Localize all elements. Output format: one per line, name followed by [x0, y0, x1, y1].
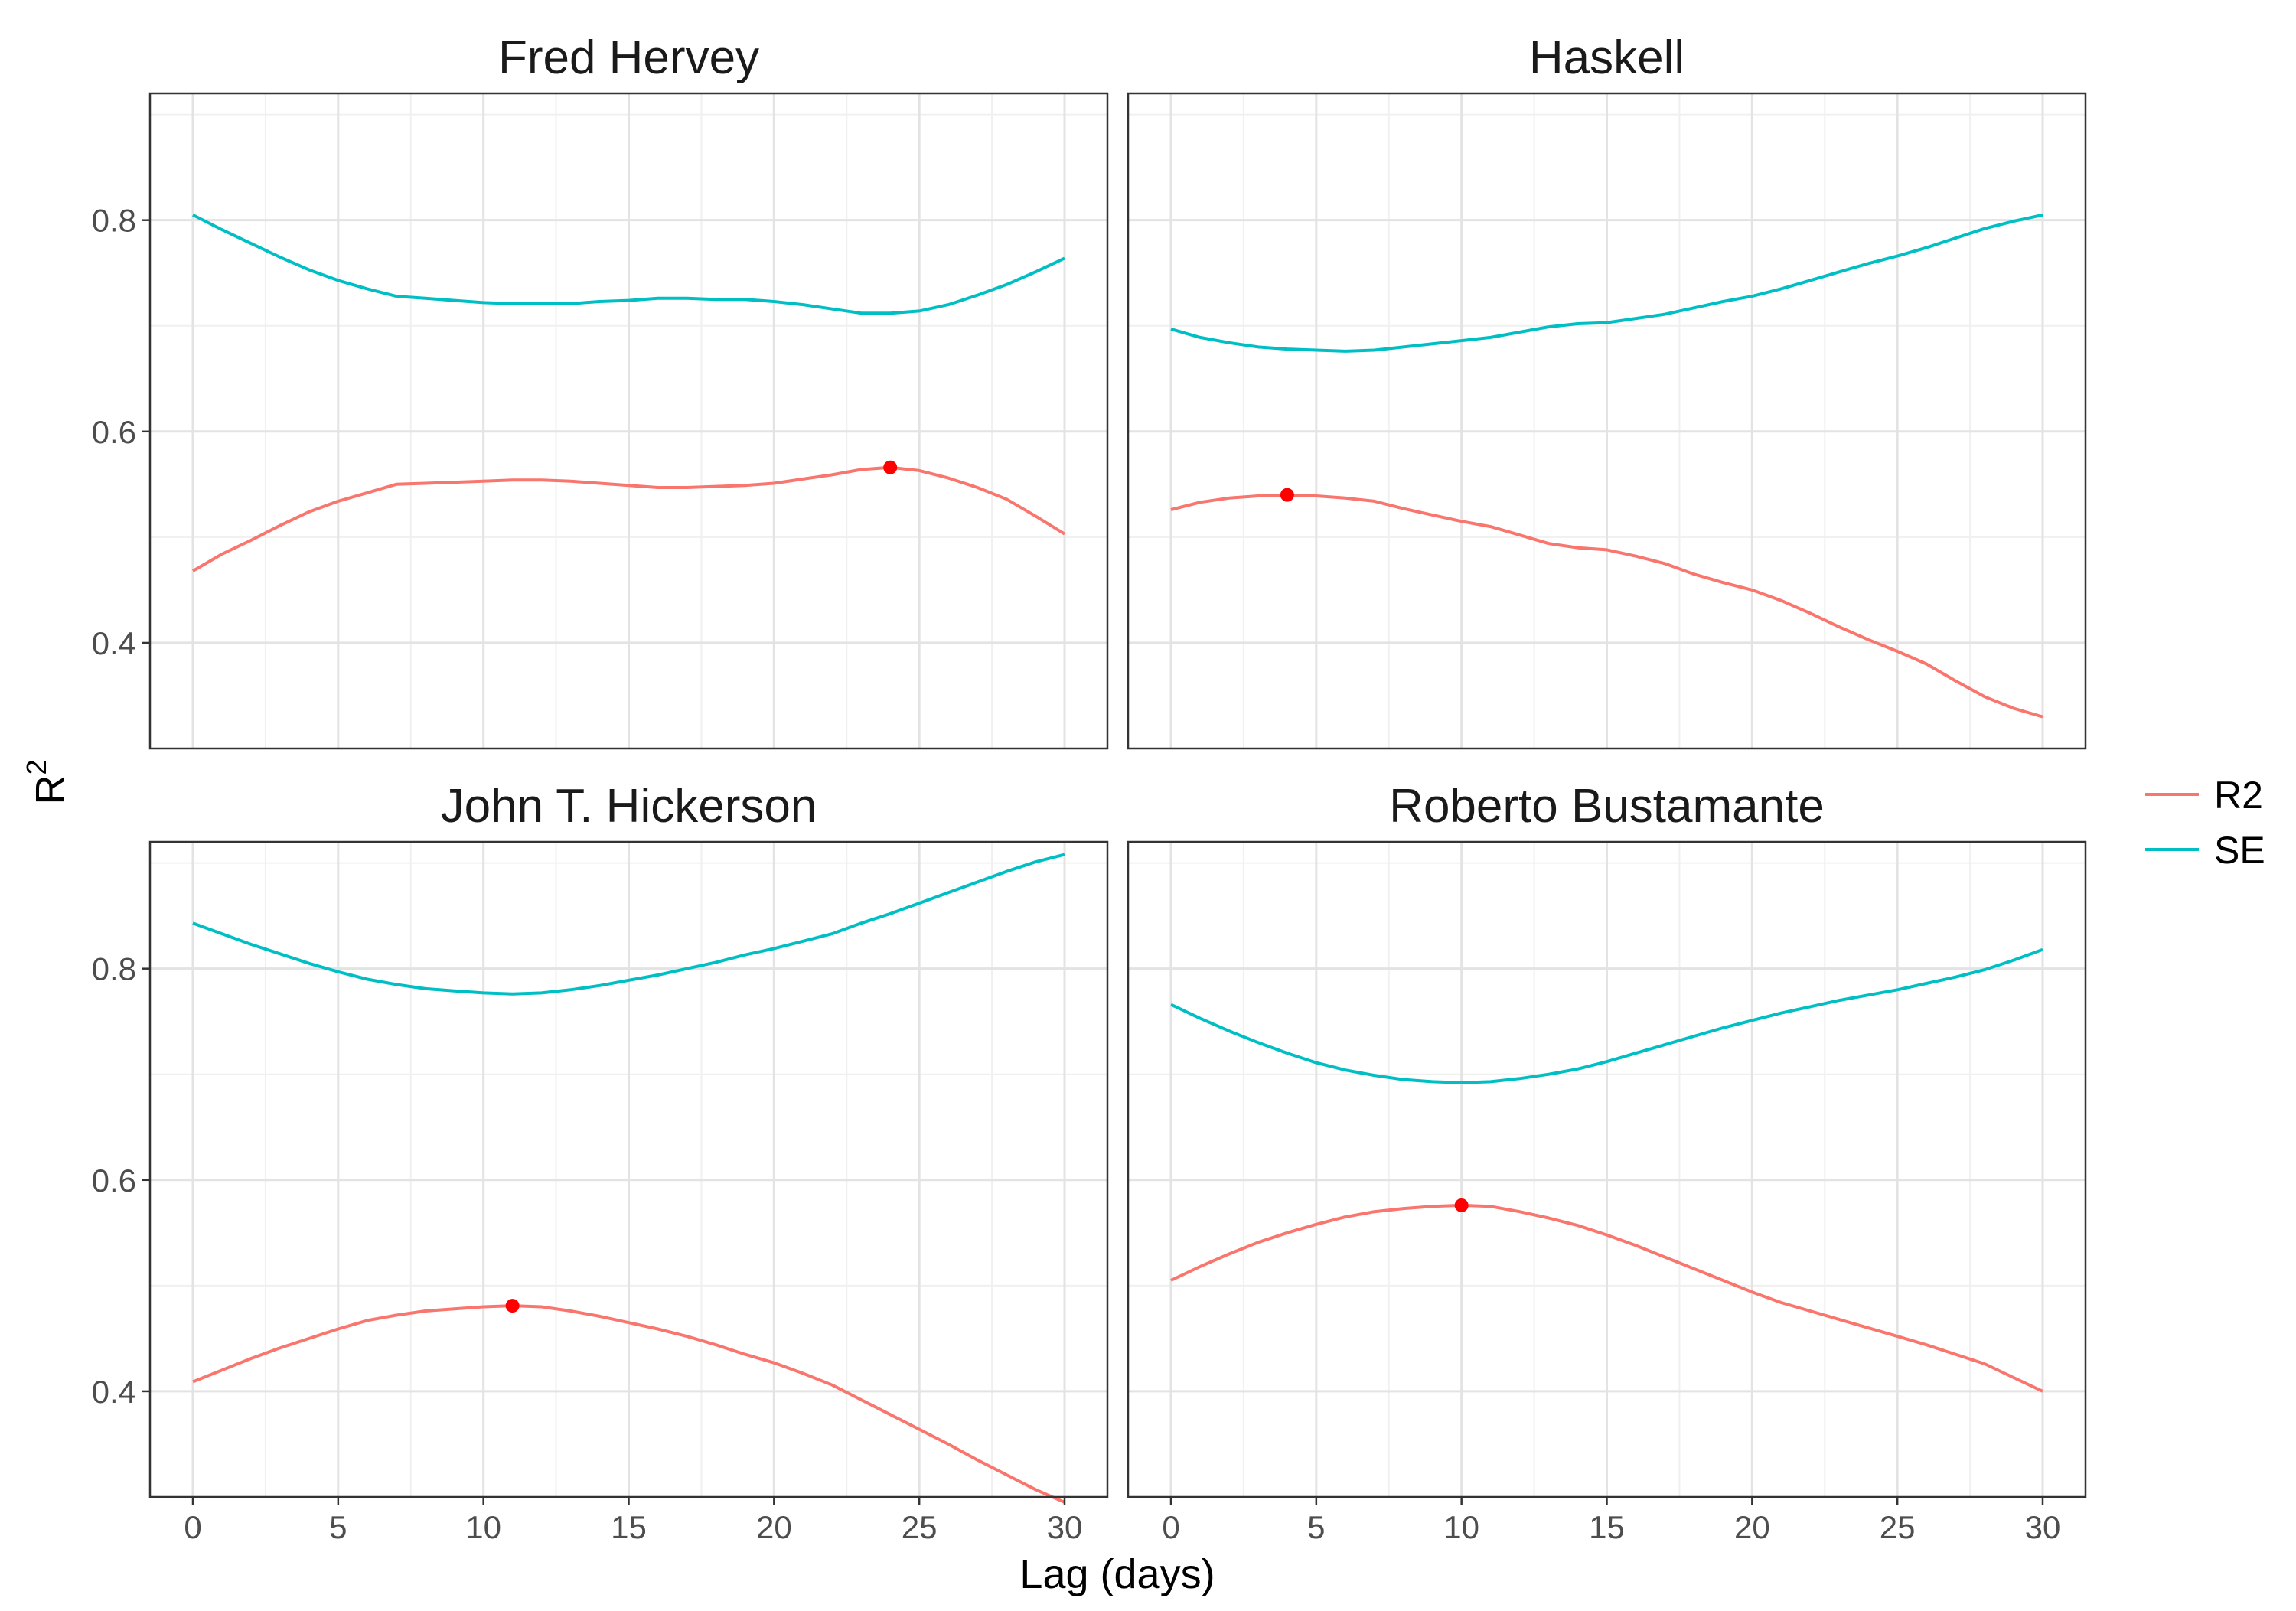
series-line-r2 [1170, 493, 2043, 719]
x-tick-label: 0 [184, 1509, 201, 1545]
y-axis-title-group: R2 [21, 759, 73, 804]
max-r2-point [1280, 488, 1294, 502]
max-r2-point [883, 460, 898, 474]
panel-border [1127, 92, 2087, 750]
y-axis-title-superscript: 2 [21, 759, 52, 775]
facet-panel-4: Roberto Bustamante 0 5 10 15 20 25 30 [1127, 780, 2087, 1545]
series-line-r2 [192, 1304, 1065, 1504]
facet-panel-2: Haskell [1127, 31, 2087, 750]
facet-panel-1: Fred Hervey 0.4 0.6 0.8 [92, 31, 1109, 750]
x-tick-label: 20 [756, 1509, 792, 1545]
x-tick-label: 25 [1880, 1509, 1916, 1545]
panels-layer: Fred Hervey 0.4 0.6 0.8 Haskell John T. Hicke… [92, 31, 2087, 1545]
x-tick-label: 5 [329, 1509, 347, 1545]
series-line-se [1170, 947, 2043, 1084]
y-tick-label: 0.4 [92, 1374, 136, 1410]
x-tick-label: 5 [1307, 1509, 1325, 1545]
panel-title: Roberto Bustamante [1389, 780, 1825, 833]
x-tick-label: 20 [1734, 1509, 1770, 1545]
y-tick-label: 0.4 [92, 625, 136, 661]
legend: R2 SE [2145, 774, 2265, 872]
max-r2-point [1454, 1198, 1469, 1212]
legend-label-se: SE [2214, 829, 2265, 872]
panel-border [148, 92, 1109, 750]
y-tick-label: 0.8 [92, 951, 136, 987]
series-line-r2 [1170, 1203, 2043, 1393]
max-r2-point [505, 1299, 520, 1313]
x-tick-label: 0 [1162, 1509, 1179, 1545]
x-tick-label: 10 [1443, 1509, 1479, 1545]
x-tick-label: 10 [465, 1509, 501, 1545]
y-axis-title-base: R [28, 775, 73, 805]
facet-panel-3: John T. Hickerson 0.4 0.6 0.8 0 5 10 15 20 25 30 [92, 780, 1109, 1545]
panel-title: John T. Hickerson [441, 780, 817, 833]
x-tick-label: 25 [902, 1509, 938, 1545]
x-tick-label: 15 [611, 1509, 647, 1545]
y-tick-label: 0.6 [92, 414, 136, 450]
legend-label-r2: R2 [2214, 774, 2263, 817]
series-line-r2 [191, 465, 1066, 572]
series-line-se [1170, 213, 2043, 353]
series-line-se [192, 214, 1065, 315]
y-axis-title: R2 [21, 759, 73, 804]
y-tick-label: 0.6 [92, 1163, 136, 1198]
panel-title: Haskell [1529, 31, 1684, 84]
x-tick-label: 15 [1589, 1509, 1625, 1545]
x-tick-label: 30 [1047, 1509, 1083, 1545]
series-line-se [192, 853, 1065, 996]
x-axis-title: Lag (days) [1019, 1551, 1215, 1597]
x-tick-label: 30 [2025, 1509, 2061, 1545]
y-tick-label: 0.8 [92, 203, 136, 239]
panel-title: Fred Hervey [498, 31, 759, 84]
